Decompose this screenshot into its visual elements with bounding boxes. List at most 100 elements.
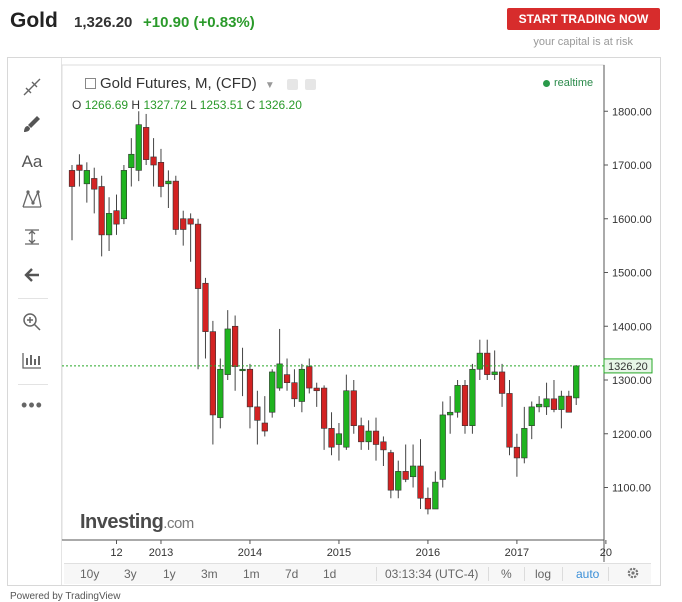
range-10y-button[interactable]: 10y [80, 567, 100, 581]
candle-down [246, 368, 254, 408]
more-icon[interactable]: ••• [21, 394, 43, 415]
candle-up [521, 428, 528, 459]
candle-down [506, 393, 513, 448]
candle-up [439, 414, 446, 480]
ohlc-low-label: L [190, 98, 197, 112]
candle-up [558, 395, 565, 410]
visibility-icon[interactable] [286, 78, 298, 90]
candle-up [573, 365, 580, 399]
candle-up [135, 124, 142, 171]
range-1m-button[interactable]: 1m [243, 567, 260, 581]
candle-down [461, 385, 469, 426]
candle-down [180, 218, 187, 230]
ohlc-close-label: C [246, 98, 256, 112]
start-trading-button[interactable]: START TRADING NOW [507, 8, 660, 30]
ohlc-high-value: 1327.72 [143, 98, 187, 112]
candle-down [76, 164, 83, 171]
candle-down [484, 352, 491, 375]
candle-down [372, 430, 380, 445]
candle-up [543, 398, 550, 408]
candle-down [254, 406, 261, 421]
candle-up [454, 385, 461, 413]
bar-divider [488, 567, 489, 581]
chart-legend: Gold Futures, M, (CFD) ▼ [85, 75, 317, 92]
range-1d-button[interactable]: 1d [323, 567, 337, 581]
auto-scale-toggle[interactable]: auto [576, 567, 600, 581]
candle-up [105, 213, 113, 236]
ohlc-open-value: 1266.69 [84, 98, 129, 112]
x-tick-label: 2014 [238, 547, 262, 559]
investing-logo: Investing.com [80, 511, 194, 534]
candle-down [150, 156, 157, 166]
legend-dropdown-icon[interactable]: ▼ [264, 80, 275, 91]
ohlc-readout: O 1266.69 H 1327.72 L 1253.51 C 1326.20 [72, 98, 302, 112]
candle-down [387, 452, 394, 491]
y-tick-label: 1300.00 [612, 375, 652, 387]
candle-up [224, 328, 231, 375]
y-tick-label: 1200.00 [612, 429, 652, 441]
x-tick-label: 20 [600, 547, 612, 559]
candle-up [395, 471, 402, 491]
measure-icon[interactable] [16, 223, 48, 251]
candle-up [343, 390, 350, 448]
indicators-icon[interactable] [16, 346, 48, 374]
log-scale-toggle[interactable]: log [535, 567, 552, 581]
candle-down [424, 497, 432, 510]
candle-up [409, 465, 417, 478]
candle-up [528, 406, 535, 426]
candle-down [202, 282, 209, 332]
range-3m-button[interactable]: 3m [201, 567, 218, 581]
candle-up [365, 430, 372, 443]
instrument-title: Gold [10, 9, 58, 32]
candle-up [239, 368, 246, 372]
candle-up [165, 180, 172, 185]
last-price-label: 1326.20 [608, 361, 648, 373]
x-tick-label: 2013 [149, 547, 173, 559]
x-tick-label: 2017 [505, 547, 529, 559]
range-1y-button[interactable]: 1y [163, 567, 176, 581]
candle-down [91, 178, 98, 190]
candle-up [432, 481, 439, 510]
candle-up [447, 411, 454, 416]
range-7d-button[interactable]: 7d [285, 567, 299, 581]
candle-down [113, 210, 120, 225]
text-icon[interactable]: Aa [21, 152, 43, 171]
candle-down [232, 325, 239, 367]
pattern-icon[interactable] [16, 185, 48, 213]
x-tick-label: 12 [110, 547, 122, 559]
brand-name: Investing [80, 511, 164, 533]
percent-scale-toggle[interactable]: % [501, 567, 512, 581]
crosshair-icon[interactable] [16, 73, 48, 101]
brand-domain: .com [163, 515, 194, 532]
candle-up [536, 403, 543, 408]
clock-readout[interactable]: 03:13:34 (UTC-4) [385, 567, 479, 581]
candle-down [291, 382, 298, 400]
candle-down [261, 422, 268, 432]
bar-divider [608, 567, 609, 581]
brush-icon[interactable] [16, 110, 48, 138]
back-arrow-icon[interactable] [16, 261, 48, 289]
candle-up [469, 368, 476, 426]
toolbar-divider [18, 298, 48, 299]
candle-down [513, 446, 520, 459]
candle-down [143, 127, 150, 160]
zoom-icon[interactable] [16, 308, 48, 336]
candle-down [550, 398, 558, 410]
settings-icon[interactable] [305, 78, 317, 90]
candle-down [194, 223, 202, 289]
chart-widget: Aa ••• [7, 57, 661, 586]
candle-down [98, 186, 105, 236]
gear-icon[interactable] [626, 565, 640, 584]
candle-down [417, 465, 424, 499]
candle-down [68, 170, 76, 187]
candle-down [157, 162, 165, 187]
legend-collapse-icon[interactable] [85, 77, 96, 89]
x-tick-label: 2016 [416, 547, 440, 559]
ohlc-low-value: 1253.51 [199, 98, 244, 112]
candle-down [283, 374, 291, 383]
y-tick-label: 1700.00 [612, 160, 652, 172]
candle-up [491, 371, 498, 375]
last-price-tag [603, 358, 653, 374]
range-3y-button[interactable]: 3y [124, 567, 137, 581]
